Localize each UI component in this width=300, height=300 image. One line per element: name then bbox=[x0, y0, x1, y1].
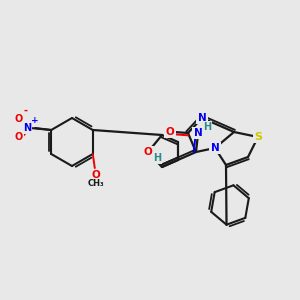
Text: O: O bbox=[166, 127, 174, 137]
Text: N: N bbox=[211, 143, 219, 153]
Text: O: O bbox=[92, 170, 100, 180]
Text: O: O bbox=[14, 132, 22, 142]
Text: N: N bbox=[23, 123, 31, 133]
Text: N: N bbox=[194, 128, 202, 138]
Text: O: O bbox=[144, 147, 152, 157]
Text: H: H bbox=[153, 153, 161, 163]
Text: -: - bbox=[23, 106, 27, 116]
Text: N: N bbox=[198, 113, 206, 123]
Text: S: S bbox=[254, 132, 262, 142]
Text: O: O bbox=[14, 114, 22, 124]
Text: H: H bbox=[203, 122, 211, 132]
Text: +: + bbox=[31, 116, 39, 125]
Text: CH₃: CH₃ bbox=[88, 179, 104, 188]
